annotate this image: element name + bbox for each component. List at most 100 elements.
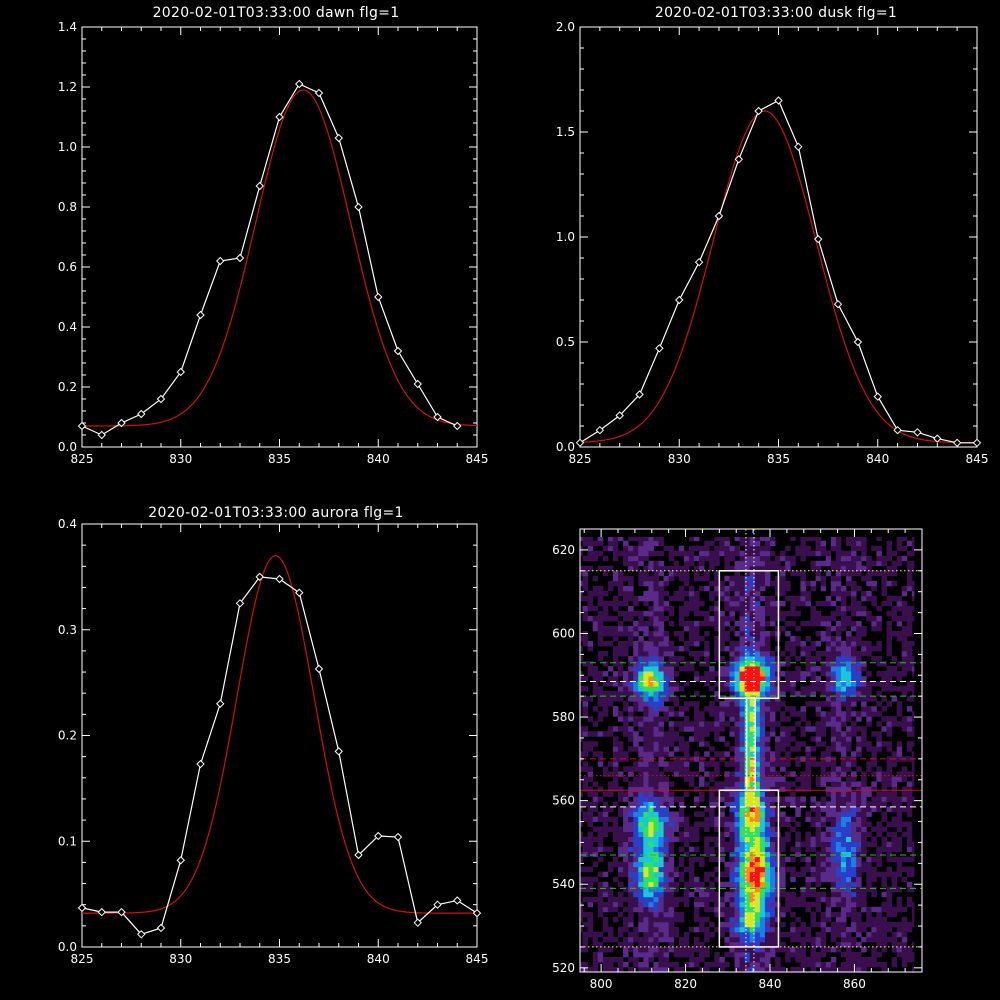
heatmap-pixel [612,656,619,662]
heatmap-pixel [683,766,690,772]
heatmap-pixel [653,610,659,617]
heatmap-pixel [688,600,695,607]
heatmap-pixel [846,696,852,702]
heatmap-pixel [734,550,740,557]
heatmap-pixel [663,766,670,772]
heatmap-pixel [835,741,842,747]
heatmap-pixel [628,716,634,722]
heatmap-pixel [770,595,776,602]
heatmap-pixel [830,635,837,642]
heatmap-pixel [719,656,725,662]
heatmap-pixel [587,671,594,677]
heatmap-pixel [607,826,614,832]
heatmap-pixel [739,635,746,642]
heatmap-pixel [678,821,685,827]
heatmap-pixel [780,776,786,782]
heatmap-pixel [825,871,832,878]
heatmap-pixel [602,816,609,822]
heatmap-pixel [607,906,614,913]
heatmap-pixel [835,580,842,587]
heatmap-pixel [663,635,670,642]
heatmap-pixel [815,781,822,787]
heatmap-pixel [739,716,746,722]
heatmap-pixel [835,620,842,627]
heatmap-pixel [683,961,690,968]
heatmap-pixel [724,635,730,642]
y-tick-label: 0.0 [58,940,77,954]
y-tick-label: 0.6 [58,260,77,274]
heatmap-pixel [638,701,644,707]
data-point [873,392,882,401]
heatmap-pixel [856,901,862,908]
heatmap-pixel [663,881,670,888]
heatmap-pixel [780,661,786,667]
heatmap-pixel [628,871,634,878]
heatmap-pixel [785,620,791,627]
heatmap-pixel [820,926,827,933]
heatmap-pixel [861,841,867,848]
heatmap-pixel [805,861,811,868]
heatmap-pixel [856,956,862,963]
heatmap-pixel [709,776,715,782]
heatmap-pixel [770,886,776,893]
heatmap-pixel [699,901,705,908]
heatmap-pixel [901,545,908,552]
heatmap-pixel [683,891,690,898]
heatmap-pixel [714,635,720,642]
heatmap-pixel [825,846,832,853]
heatmap-pixel [612,836,619,843]
heatmap-pixel [851,806,857,812]
heatmap-pixel [770,896,776,903]
heatmap-pixel [835,570,842,577]
heatmap-pixel [759,926,766,933]
heatmap-pixel [714,901,720,908]
heatmap-pixel [810,666,816,672]
heatmap-pixel [754,881,761,888]
heatmap-pixel [790,846,796,853]
heatmap-pixel [759,620,766,627]
heatmap-pixel [653,656,659,662]
heatmap-pixel [775,736,781,742]
heatmap-pixel [688,661,695,667]
heatmap-pixel [770,921,776,928]
heatmap-pixel [582,931,588,938]
heatmap-pixel [891,911,898,918]
heatmap-pixel [709,921,715,928]
heatmap-pixel [668,641,675,647]
heatmap-pixel [592,590,599,597]
heatmap-pixel [896,706,903,712]
heatmap-pixel [643,896,649,903]
heatmap-pixel [846,816,852,822]
heatmap-pixel [846,646,852,652]
heatmap-pixel [648,956,654,963]
heatmap-pixel [835,706,842,712]
heatmap-pixel [638,771,644,777]
heatmap-pixel [810,796,816,802]
heatmap-pixel [891,886,898,893]
heatmap-pixel [653,901,659,908]
heatmap-pixel [800,796,806,802]
heatmap-pixel [668,751,675,757]
heatmap-pixel [785,901,791,908]
heatmap-pixel [582,876,588,883]
heatmap-pixel [790,676,796,682]
heatmap-pixel [734,821,740,827]
heatmap-pixel [582,641,588,647]
heatmap-pixel [851,916,857,923]
heatmap-pixel [638,846,644,853]
heatmap-pixel [830,921,837,928]
heatmap-pixel [673,901,680,908]
heatmap-pixel [648,866,654,873]
heatmap-pixel [729,876,735,883]
heatmap-pixel [582,801,588,807]
heatmap-pixel [825,856,832,863]
heatmap-pixel [683,726,690,732]
heatmap-pixel [623,615,629,622]
heatmap-pixel [678,911,685,918]
heatmap-pixel [678,766,685,772]
heatmap-pixel [815,565,822,572]
heatmap-pixel [643,936,649,943]
heatmap-pixel [623,776,629,782]
heatmap-pixel [754,711,761,717]
heatmap-pixel [734,876,740,883]
